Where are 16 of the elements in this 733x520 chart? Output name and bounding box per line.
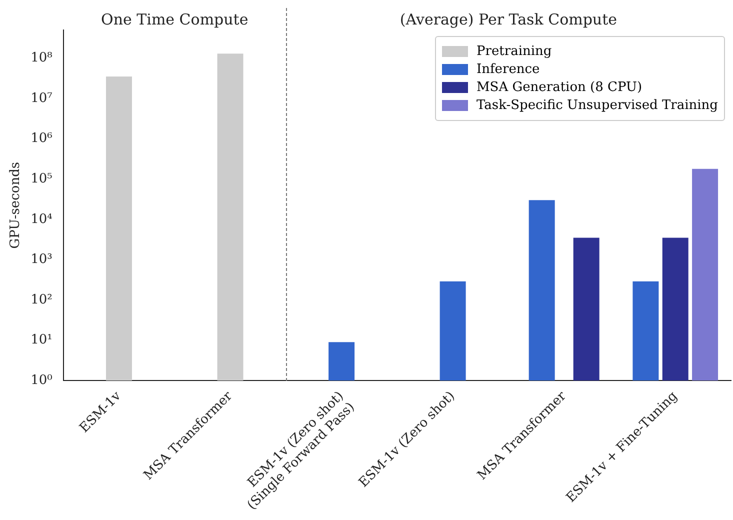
y-tick-label: 10¹ <box>30 332 52 348</box>
text: One Time Compute <box>101 10 248 28</box>
legend-label: MSA Generation (8 CPU) <box>476 80 642 95</box>
y-tick-label: 10⁰ <box>30 373 52 388</box>
y-tick-label: 10⁸ <box>30 50 52 66</box>
y-tick-label: 10⁶ <box>30 131 52 146</box>
y-tick-label: 10⁷ <box>30 90 52 106</box>
y-tick-label: 10⁵ <box>30 171 52 186</box>
y-tick-label: 10² <box>30 292 52 308</box>
y-axis-title: GPU-seconds <box>8 162 24 249</box>
legend-label: Task-Specific Unsupervised Training <box>476 98 718 113</box>
legend-label: Pretraining <box>476 44 552 59</box>
text: (Average) Per Task Compute <box>400 10 618 28</box>
y-tick-label: 10³ <box>30 252 52 268</box>
y-tick-label: 10⁴ <box>30 212 52 227</box>
legend-label: Inference <box>476 62 540 77</box>
